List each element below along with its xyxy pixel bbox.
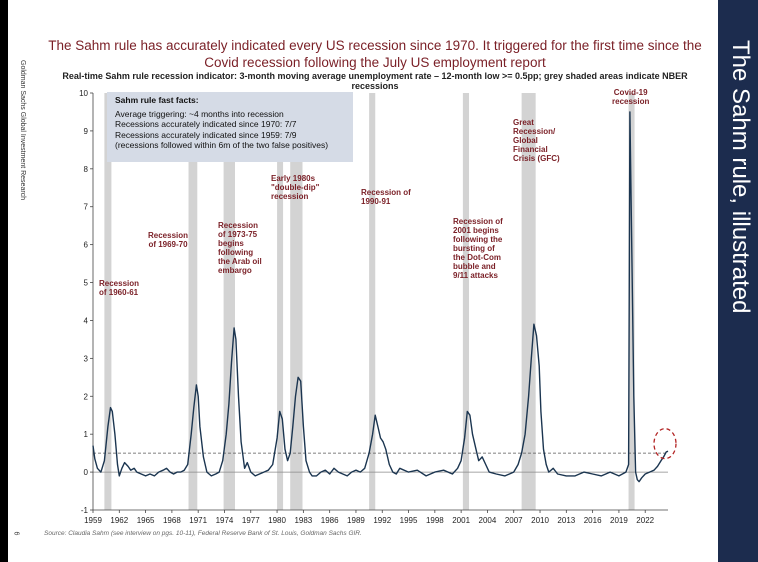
y-tick-label: -1 xyxy=(81,506,89,515)
annotation-recession-1980s: Early 1980s "double-dip" recession xyxy=(271,174,320,201)
x-tick-label: 1968 xyxy=(163,516,181,525)
recession-shade-0 xyxy=(104,93,112,510)
annotation-great-recession: Great Recession/Global Financial Crisis (GF… xyxy=(513,118,560,163)
y-tick-label: 6 xyxy=(84,241,89,250)
x-tick-label: 1989 xyxy=(347,516,365,525)
fast-fact-average-trigger: Average triggering: ~4 months into reces… xyxy=(115,108,284,119)
recession-shade-6 xyxy=(462,93,470,510)
y-tick-label: 9 xyxy=(84,127,89,136)
latest-reading-highlight xyxy=(653,428,677,460)
y-tick-label: 5 xyxy=(84,279,89,288)
x-tick-label: 2007 xyxy=(505,516,523,525)
recession-shade-2 xyxy=(223,93,235,510)
recession-shade-5 xyxy=(369,93,376,510)
y-tick-label: 3 xyxy=(84,354,89,363)
x-tick-label: 1962 xyxy=(110,516,128,525)
x-tick-label: 2019 xyxy=(610,516,628,525)
x-tick-label: 1980 xyxy=(268,516,286,525)
fast-fact-false-positives: (recessions followed within 6m of the tw… xyxy=(115,140,329,150)
x-tick-label: 1974 xyxy=(216,516,234,525)
chart-subtitle: Real-time Sahm rule recession indicator:… xyxy=(62,71,688,91)
y-tick-label: 8 xyxy=(84,165,89,174)
fast-facts-box: Sahm rule fast facts: Average triggering… xyxy=(107,92,353,162)
x-tick-label: 1977 xyxy=(242,516,260,525)
annotation-recession-1969: Recession of 1969-70 xyxy=(148,231,189,249)
x-tick-label: 1965 xyxy=(137,516,155,525)
y-tick-label: 1 xyxy=(84,430,89,439)
annotation-recession-1973: Recession of 1973-75 begins following the Ar… xyxy=(218,221,262,275)
x-tick-label: 1995 xyxy=(400,516,418,525)
source-note: Source: Claudia Sahm (see interview on p… xyxy=(44,530,362,537)
x-tick-label: 1971 xyxy=(189,516,207,525)
y-tick-label: 2 xyxy=(84,392,89,401)
x-tick-label: 2013 xyxy=(557,516,575,525)
x-tick-label: 1959 xyxy=(84,516,102,525)
x-tick-label: 1983 xyxy=(294,516,312,525)
chart-headline: The Sahm rule has accurately indicated e… xyxy=(48,38,702,70)
right-title-panel: The Sahm rule, illustrated xyxy=(718,0,758,562)
fast-facts-heading: Sahm rule fast facts: xyxy=(115,95,199,105)
annotation-recession-2001: Recession of 2001 begins following the burs… xyxy=(453,217,503,280)
y-tick-label: 0 xyxy=(84,468,89,477)
fast-fact-since-1970: Recessions accurately indicated since 19… xyxy=(115,119,297,129)
y-tick-label: 4 xyxy=(84,316,89,325)
fast-fact-since-1959: Recessions accurately indicated since 19… xyxy=(115,129,297,140)
annotation-recession-1990: Recession of 1990-91 xyxy=(361,188,411,206)
annotation-recession-1960: Recession of 1960-61 xyxy=(99,279,140,297)
recession-shade-4 xyxy=(290,93,303,510)
x-tick-label: 2004 xyxy=(479,516,497,525)
x-tick-label: 2010 xyxy=(531,516,549,525)
x-tick-label: 1998 xyxy=(426,516,444,525)
series-line-0 xyxy=(92,111,669,483)
recession-shade-7 xyxy=(521,93,536,510)
x-tick-label: 1986 xyxy=(321,516,339,525)
x-tick-label: 1992 xyxy=(373,516,391,525)
x-tick-label: 2022 xyxy=(636,516,654,525)
y-tick-label: 7 xyxy=(84,203,89,212)
annotation-covid-recession: Covid-19 recession xyxy=(612,88,650,106)
recession-shade-3 xyxy=(277,93,284,510)
x-tick-label: 2016 xyxy=(584,516,602,525)
y-tick-label: 10 xyxy=(79,89,88,98)
left-edge-strip xyxy=(0,0,8,562)
recession-shade-8 xyxy=(628,93,635,510)
x-tick-label: 2001 xyxy=(452,516,470,525)
recession-shade-1 xyxy=(188,93,198,510)
